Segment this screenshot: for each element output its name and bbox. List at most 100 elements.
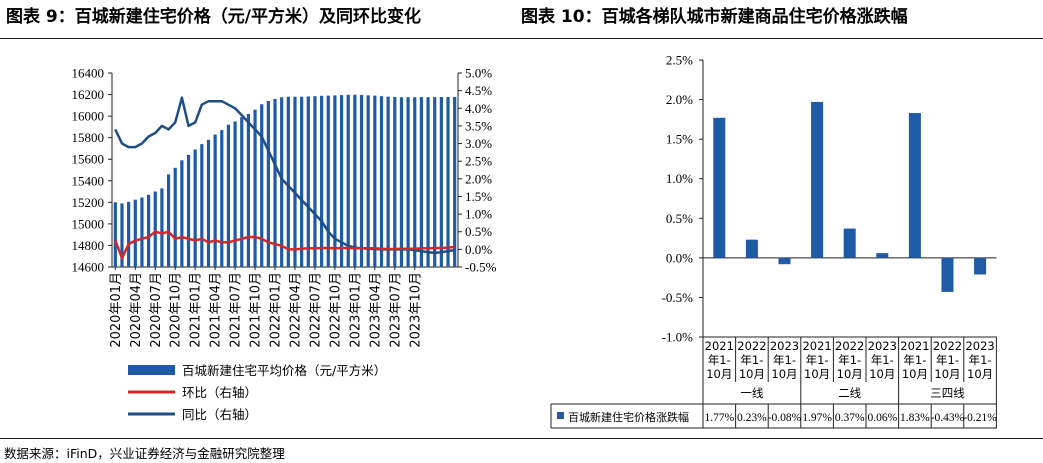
- yoy-line: [114, 96, 455, 255]
- price-bar: [306, 96, 310, 267]
- price-bar: [246, 113, 251, 267]
- value-label: -0.08%: [768, 412, 802, 424]
- price-bar: [373, 95, 377, 267]
- tier-bar: [974, 257, 987, 275]
- price-bar: [399, 97, 404, 267]
- price-bar: [366, 95, 370, 267]
- price-bar: [446, 97, 450, 267]
- left-chart-title: 图表 9：百城新建住宅价格（元/平方米）及同环比变化: [6, 7, 421, 27]
- price-bar: [300, 96, 304, 267]
- x-tick-label: 2020年07月: [149, 272, 164, 348]
- legend-mom-label: 环比（右轴）: [182, 385, 257, 400]
- x-tick-label: 2021年01月: [189, 272, 204, 348]
- price-bar: [220, 130, 224, 267]
- price-bar: [160, 188, 164, 267]
- price-bar: [146, 194, 151, 267]
- category-label: 2023: [965, 339, 994, 353]
- price-bar: [253, 109, 257, 268]
- price-bar: [413, 97, 417, 267]
- legend-bar-label: 百城新建住宅平均价格（元/平方米）: [182, 363, 386, 378]
- category-label: 10月: [706, 367, 732, 381]
- left-y-tick-label: 14800: [72, 238, 105, 253]
- price-bar: [127, 201, 131, 267]
- x-tick-label: 2021年07月: [229, 272, 244, 348]
- right-y-tick-label: 5.0%: [465, 66, 492, 81]
- data-source-note: 数据来源：iFinD，兴业证券经济与金融研究院整理: [4, 446, 285, 461]
- price-bar: [153, 191, 157, 267]
- left-y-tick-label: 15800: [72, 130, 105, 145]
- category-label: 年1-: [838, 353, 861, 367]
- price-bar: [173, 167, 177, 267]
- price-bar: [286, 96, 290, 267]
- value-label: -0.21%: [963, 412, 997, 424]
- right-y-tick-label: 1.5%: [465, 189, 492, 204]
- y-tick-label: -1.0%: [662, 330, 694, 345]
- left-y-tick-label: 16400: [72, 66, 105, 81]
- price-bar: [193, 149, 197, 267]
- category-label: 年1-: [871, 353, 894, 367]
- y-tick-label: 2.5%: [666, 53, 693, 68]
- price-bar: [206, 139, 211, 267]
- x-tick-label: 2023年04月: [368, 272, 383, 348]
- price-bar: [406, 97, 410, 267]
- right-y-tick-label: 2.5%: [465, 154, 492, 169]
- category-label: 年1-: [936, 353, 959, 367]
- left-y-tick-label: 15000: [72, 216, 105, 231]
- price-bar: [439, 97, 443, 267]
- price-bar: [333, 95, 337, 267]
- price-bar: [266, 101, 270, 267]
- x-tick-label: 2021年10月: [249, 272, 264, 348]
- tier-bar: [811, 101, 824, 258]
- left-y-tick-label: 15600: [72, 152, 105, 167]
- category-label: 10月: [869, 367, 895, 381]
- x-tick-label: 2022年01月: [269, 272, 284, 348]
- price-bar: [113, 202, 117, 267]
- price-bar: [240, 117, 244, 267]
- x-tick-label: 2020年10月: [169, 272, 184, 348]
- y-tick-label: -0.5%: [662, 290, 694, 305]
- right-y-tick-label: 2.0%: [465, 171, 492, 186]
- right-chart-title: 图表 10：百城各梯队城市新建商品住宅价格涨跌幅: [521, 7, 908, 27]
- left-y-tick-label: 16200: [72, 87, 105, 102]
- category-label: 2021: [705, 339, 734, 353]
- footer-divider: [0, 438, 1043, 439]
- y-tick-label: 0.5%: [666, 211, 693, 226]
- left-y-tick-label: 15200: [72, 195, 105, 210]
- category-label: 2021: [900, 339, 929, 353]
- category-label: 年1-: [708, 353, 731, 367]
- x-tick-label: 2022年04月: [288, 272, 303, 348]
- tier-bar: [876, 253, 889, 258]
- price-bar: [293, 96, 297, 267]
- price-bar: [200, 144, 204, 267]
- x-tick-label: 2020年01月: [109, 272, 124, 348]
- tier-bar: [745, 239, 758, 258]
- legend-swatch: [557, 412, 564, 419]
- category-label: 10月: [967, 367, 993, 381]
- price-bar: [433, 97, 437, 267]
- tier-bar: [713, 117, 726, 258]
- category-label: 年1-: [969, 353, 992, 367]
- category-label: 2022: [933, 339, 962, 353]
- left-y-tick-label: 15400: [72, 173, 105, 188]
- price-bar: [359, 94, 364, 267]
- right-y-tick-label: 1.0%: [465, 207, 492, 222]
- price-bar: [426, 97, 430, 267]
- price-bar: [166, 174, 171, 267]
- category-label: 10月: [804, 367, 830, 381]
- value-label: 0.06%: [867, 412, 897, 424]
- right-y-tick-label: 3.5%: [465, 118, 492, 133]
- price-bar: [133, 199, 137, 267]
- right-y-tick-label: 0.0%: [465, 242, 492, 257]
- x-tick-label: 2022年07月: [308, 272, 323, 348]
- price-bar: [326, 95, 330, 267]
- price-bar: [453, 96, 457, 267]
- category-label: 10月: [902, 367, 928, 381]
- price-bar: [180, 160, 184, 267]
- x-tick-label: 2020年04月: [129, 272, 144, 348]
- category-label: 年1-: [740, 353, 763, 367]
- legend-label: 百城新建住宅价格涨跌幅: [568, 410, 689, 424]
- tier-bar: [778, 257, 791, 265]
- price-bar: [386, 96, 390, 267]
- price-bar: [419, 97, 424, 267]
- right-y-tick-label: 4.0%: [465, 101, 492, 116]
